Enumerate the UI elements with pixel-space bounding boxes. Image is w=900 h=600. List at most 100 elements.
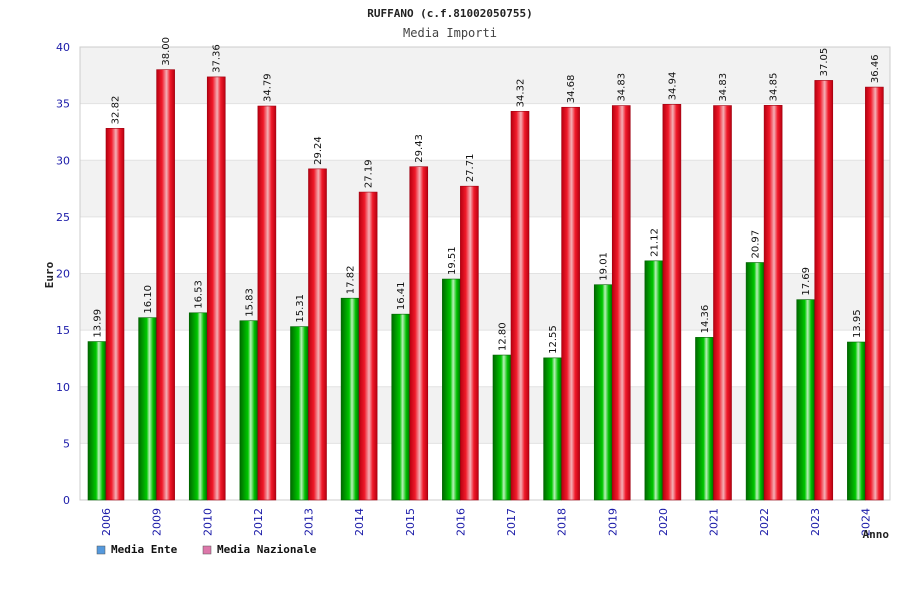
y-tick-label: 30: [56, 154, 70, 167]
bar-value-label: 36.46: [870, 54, 881, 83]
bar-media-nazionale: [409, 166, 429, 501]
x-tick-label: 2006: [100, 508, 113, 536]
x-tick-label: 2014: [353, 508, 366, 536]
x-tick-label: 2010: [201, 508, 214, 536]
bar-value-label: 34.83: [718, 73, 729, 102]
bar-value-label: 16.53: [194, 280, 205, 309]
bar-value-label: 16.41: [396, 282, 407, 311]
bar-value-label: 34.94: [667, 72, 678, 101]
x-tick-label: 2018: [556, 508, 569, 536]
y-tick-label: 10: [56, 381, 70, 394]
legend-swatch: [96, 545, 106, 555]
bar-media-ente: [492, 354, 512, 501]
bar-media-nazionale: [105, 128, 125, 501]
bar-value-label: 38.00: [161, 37, 172, 66]
chart-title: RUFFANO (c.f.81002050755): [367, 7, 533, 20]
bar-media-ente: [695, 337, 714, 501]
y-axis-ticks: 0 5 10 15 20 25 30 35 40: [56, 41, 70, 507]
bar-media-ente: [745, 262, 765, 501]
y-tick-label: 40: [56, 41, 70, 54]
x-tick-label: 2022: [758, 508, 771, 536]
bar-value-label: 15.31: [295, 294, 306, 323]
x-tick-label: 2012: [252, 508, 265, 536]
x-tick-label: 2009: [151, 508, 164, 536]
bar-media-nazionale: [662, 104, 682, 501]
bar-media-ente: [340, 297, 360, 501]
bar-media-ente: [442, 278, 461, 501]
bar-value-label: 16.10: [143, 285, 154, 314]
bar-media-ente: [290, 326, 309, 501]
bar-value-label: 14.36: [700, 305, 711, 334]
x-axis-label: Anno: [863, 528, 890, 541]
bar-media-nazionale: [308, 168, 327, 501]
y-tick-label: 0: [63, 494, 70, 507]
bar-value-label: 34.32: [516, 79, 527, 108]
x-tick-label: 2016: [454, 508, 467, 536]
chart-subtitle: Media Importi: [403, 26, 497, 40]
bar-value-label: 21.12: [649, 228, 660, 257]
bar-media-nazionale: [358, 191, 378, 501]
bar-value-label: 29.43: [414, 134, 425, 163]
bar-value-label: 12.80: [498, 322, 509, 351]
bar-value-label: 37.05: [819, 48, 830, 77]
bar-media-ente: [543, 357, 562, 501]
chart-legend: Media Ente Media Nazionale: [96, 543, 317, 556]
y-tick-label: 25: [56, 211, 70, 224]
bar-media-ente: [391, 313, 411, 501]
y-tick-label: 35: [56, 98, 70, 111]
bar-value-label: 19.51: [447, 246, 458, 275]
bar-media-ente: [593, 284, 613, 501]
bar-value-label: 27.71: [465, 154, 476, 183]
bar-media-ente: [644, 260, 664, 501]
bar-media-nazionale: [561, 106, 580, 501]
x-axis-ticks: 2006 2009 2010 2012 2013 2014 2015 2016 2017 2018…: [100, 508, 872, 536]
bar-value-label: 12.55: [548, 325, 559, 354]
bar-media-nazionale: [865, 86, 884, 501]
bar-value-label: 20.97: [751, 230, 762, 259]
x-tick-label: 2023: [809, 508, 822, 536]
bar-media-nazionale: [611, 105, 631, 501]
bar-media-ente: [796, 299, 816, 501]
bar-media-nazionale: [510, 111, 530, 501]
bar-media-nazionale: [460, 185, 479, 501]
bar-value-label: 34.85: [769, 73, 780, 102]
bar-media-ente: [87, 341, 107, 501]
bar-value-label: 34.68: [566, 75, 577, 104]
bar-media-ente: [239, 320, 259, 501]
bar-value-label: 13.99: [93, 309, 104, 338]
y-tick-label: 15: [56, 324, 70, 337]
x-tick-label: 2020: [657, 508, 670, 536]
x-tick-label: 2021: [708, 508, 721, 536]
bar-media-nazionale: [206, 76, 226, 501]
bar-media-nazionale: [713, 105, 732, 501]
legend-label: Media Ente: [111, 543, 178, 556]
bar-value-label: 17.69: [801, 267, 812, 296]
legend-label: Media Nazionale: [217, 543, 317, 556]
bar-media-ente: [138, 317, 157, 501]
legend-swatch: [202, 545, 212, 555]
bar-media-nazionale: [156, 69, 175, 501]
bar-series: 13.99 32.82 16.10 38.00 16.53 37.36 15.83 34.79…: [87, 37, 884, 501]
x-tick-label: 2013: [303, 508, 316, 536]
x-tick-label: 2015: [404, 508, 417, 536]
bar-value-label: 15.83: [244, 288, 255, 317]
y-axis-label: Euro: [43, 261, 56, 288]
bar-value-label: 27.19: [364, 159, 375, 188]
bar-media-nazionale: [257, 105, 277, 501]
y-tick-label: 5: [63, 437, 70, 450]
bar-media-ente: [847, 341, 866, 501]
bar-value-label: 37.36: [212, 44, 223, 73]
bar-media-nazionale: [763, 105, 783, 501]
bar-value-label: 17.82: [346, 266, 357, 295]
plot-area-border: [79, 46, 891, 501]
bar-value-label: 29.24: [313, 136, 324, 165]
x-tick-label: 2017: [505, 508, 518, 536]
bar-media-nazionale: [814, 80, 834, 501]
bar-media-ente: [188, 312, 208, 501]
bar-value-label: 34.83: [617, 73, 628, 102]
bar-value-label: 32.82: [111, 96, 122, 125]
bar-value-label: 13.95: [852, 309, 863, 338]
bar-value-label: 34.79: [262, 73, 273, 102]
